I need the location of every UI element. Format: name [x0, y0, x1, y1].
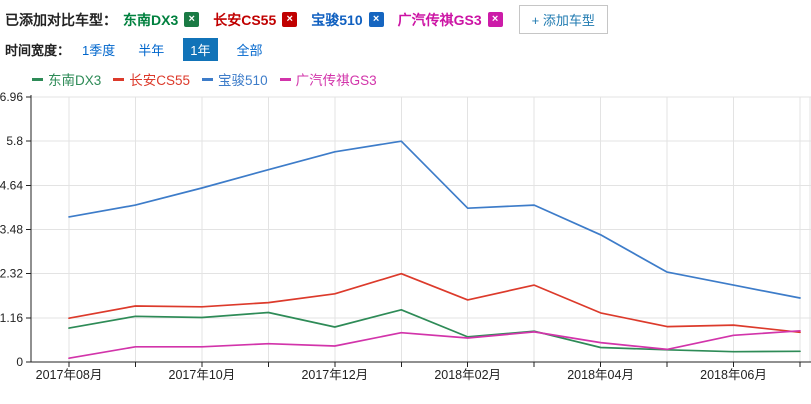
- legend-item-0: 东南DX3: [32, 69, 101, 89]
- legend-label: 东南DX3: [48, 73, 102, 88]
- svg-text:2018年06月: 2018年06月: [700, 368, 767, 382]
- svg-text:2017年12月: 2017年12月: [301, 368, 368, 382]
- series-line-3: [68, 329, 801, 360]
- legend-dash-icon: [279, 77, 291, 81]
- add-model-button[interactable]: + 添加车型: [518, 5, 608, 34]
- y-axis-labels: 0 1.16 2.32 3.48 4.64 5.8 6.96: [0, 90, 23, 369]
- model-chip-gac-gs3: 广汽传祺GS3 ×: [398, 10, 503, 30]
- svg-text:2.32: 2.32: [0, 267, 23, 281]
- series-line-2: [68, 140, 801, 299]
- legend-item-2: 宝骏510: [202, 69, 268, 89]
- svg-text:1.16: 1.16: [0, 311, 23, 325]
- model-name: 长安CS55: [213, 11, 277, 28]
- legend-label: 广汽传祺GS3: [295, 73, 377, 88]
- model-name: 广汽传祺GS3: [397, 11, 482, 28]
- axes: [26, 95, 811, 367]
- remove-model-icon[interactable]: ×: [487, 12, 503, 27]
- remove-model-icon[interactable]: ×: [282, 12, 298, 27]
- series-line-0: [68, 308, 801, 353]
- svg-text:2017年10月: 2017年10月: [169, 368, 236, 382]
- model-name: 宝骏510: [311, 11, 363, 28]
- series-line-1: [68, 272, 801, 334]
- time-option-quarter[interactable]: 1季度: [82, 42, 116, 58]
- legend-dash-icon: [32, 77, 43, 81]
- svg-text:3.48: 3.48: [0, 223, 23, 237]
- legend-item-1: 长安CS55: [113, 69, 190, 89]
- legend-dash-icon: [113, 77, 125, 81]
- legend-label: 长安CS55: [129, 73, 191, 88]
- legend-item-3: 广汽传祺GS3: [279, 69, 377, 89]
- svg-text:0: 0: [16, 355, 23, 369]
- time-width-bar: 时间宽度： 1季度 半年 1年 全部: [5, 37, 282, 61]
- added-models-label: 已添加对比车型：: [5, 11, 117, 28]
- time-option-one-year[interactable]: 1年: [183, 37, 218, 61]
- remove-model-icon[interactable]: ×: [368, 12, 384, 27]
- time-option-half-year[interactable]: 半年: [138, 42, 165, 58]
- time-option-all[interactable]: 全部: [236, 42, 263, 58]
- svg-text:5.8: 5.8: [6, 134, 23, 148]
- legend-dash-icon: [202, 77, 214, 81]
- gridlines: [31, 96, 811, 362]
- svg-text:2017年08月: 2017年08月: [36, 368, 103, 382]
- svg-text:6.96: 6.96: [0, 90, 23, 104]
- remove-model-icon[interactable]: ×: [184, 12, 200, 27]
- svg-text:2018年02月: 2018年02月: [434, 368, 501, 382]
- legend-label: 宝骏510: [218, 73, 268, 88]
- time-width-label: 时间宽度：: [5, 42, 71, 58]
- model-chip-changan-cs55: 长安CS55 ×: [213, 10, 298, 30]
- model-chip-baojun-510: 宝骏510 ×: [311, 10, 384, 30]
- chart-legend: 东南DX3 长安CS55 宝骏510 广汽传祺GS3: [32, 69, 389, 89]
- x-axis-labels: 2017年08月 2017年10月 2017年12月 2018年02月 2018年04月…: [36, 368, 767, 382]
- svg-text:2018年04月: 2018年04月: [567, 368, 634, 382]
- model-chip-dongnan-dx3: 东南DX3 ×: [123, 10, 200, 30]
- model-name: 东南DX3: [123, 11, 179, 28]
- added-models-bar: 已添加对比车型： 东南DX3 × 长安CS55 × 宝骏510 × 广汽传祺GS…: [5, 5, 608, 34]
- svg-text:4.64: 4.64: [0, 178, 23, 192]
